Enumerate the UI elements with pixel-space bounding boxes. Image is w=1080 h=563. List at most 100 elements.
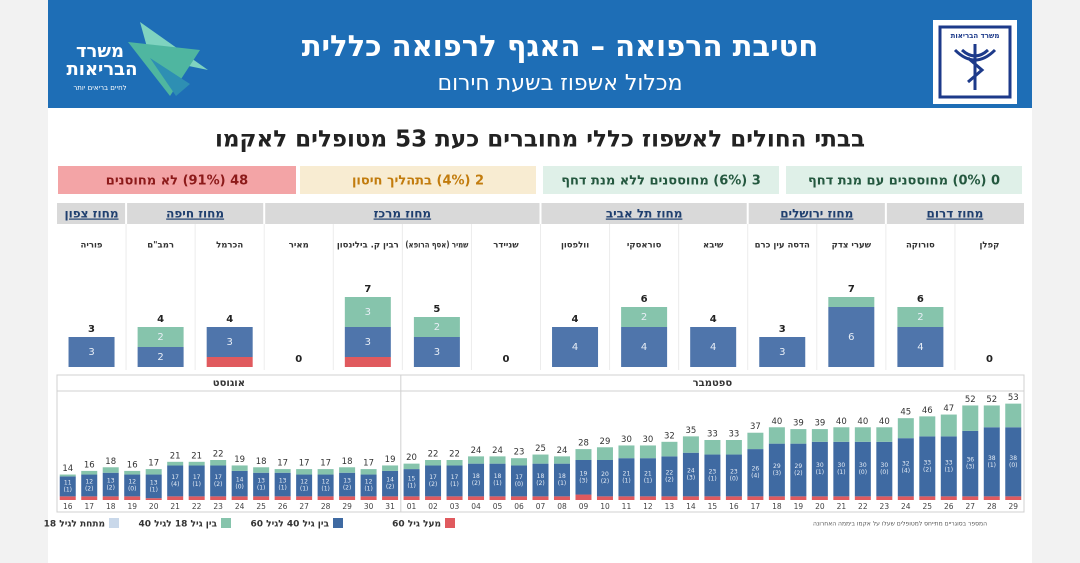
bar-segment [124, 474, 141, 497]
total-label: 4 [226, 314, 233, 325]
headline: בבתי החולים לאשפוז כללי מחוברים כעת 53 מ… [215, 127, 865, 153]
bar-segment [661, 496, 678, 500]
hospital-name: מאיר [289, 241, 309, 251]
date-label: 28 [987, 502, 997, 511]
bar-segment [468, 456, 485, 464]
segment-note: (0) [1009, 462, 1018, 469]
total-label: 33 [707, 430, 718, 440]
bar-segment [137, 347, 184, 367]
bar-segment [253, 467, 270, 473]
segment-label: 2 [641, 312, 647, 323]
segment-label: 38 [1009, 455, 1017, 462]
date-label: 14 [686, 502, 696, 511]
segment-label: 21 [644, 470, 652, 477]
date-label: 25 [256, 502, 266, 511]
segment-label: 17 [193, 474, 201, 481]
segment-label: 12 [128, 478, 136, 485]
bar-segment [876, 496, 893, 500]
bar-segment [382, 496, 399, 500]
bar-segment [747, 449, 764, 497]
total-label: 40 [879, 417, 890, 427]
date-label: 27 [299, 502, 309, 511]
status-text: 2 (4%) בתהליך חיסון [352, 174, 484, 189]
segment-note: (1) [644, 477, 653, 484]
bar-segment [919, 496, 936, 500]
bar-segment [618, 496, 635, 500]
status-text: 48 (91%) לא מחוסנים [106, 174, 248, 189]
segment-label: 18 [472, 473, 480, 480]
segment-note: (0) [128, 485, 137, 492]
segment-note: (1) [988, 462, 997, 469]
bar-segment [274, 469, 291, 473]
bar-segment [137, 327, 184, 347]
bar-segment [897, 418, 914, 439]
date-label: 03 [450, 502, 460, 511]
segment-label: 12 [85, 478, 93, 485]
emblem-text: משרד הבריאות [951, 32, 1000, 40]
bar-segment [339, 467, 356, 473]
segment-label: 2 [917, 312, 923, 323]
hospital-name: רבין ק. בילינסון [337, 241, 399, 251]
total-label: 17 [320, 459, 331, 469]
total-label: 28 [578, 439, 589, 449]
bar-segment [828, 307, 875, 367]
bar-segment [145, 498, 162, 500]
segment-label: 2 [157, 332, 163, 343]
segment-label: 17 [429, 474, 437, 481]
total-label: 17 [363, 459, 374, 469]
timeline-frame [56, 374, 1025, 513]
segment-note: (1) [493, 480, 502, 487]
segment-note: (1) [149, 486, 158, 493]
total-label: 6 [917, 294, 924, 305]
hospital-name: סורוקה [906, 241, 935, 251]
bar-segment [511, 496, 528, 500]
segment-note: (2) [386, 484, 395, 491]
bar-segment [102, 496, 119, 500]
segment-note: (1) [192, 481, 201, 488]
bar-segment [639, 496, 656, 500]
segment-label: 18 [537, 473, 545, 480]
emblem: משרד הבריאות [933, 20, 1017, 104]
segment-label: 30 [859, 462, 867, 469]
bar-segment [188, 496, 205, 500]
bar-segment [962, 430, 979, 497]
date-label: 17 [751, 502, 761, 511]
header-title: חטיבת הרפואה – האגף לרפואה כללית [302, 29, 819, 63]
segment-label: 21 [623, 470, 631, 477]
hospital-name: הדסה עין כרם [755, 241, 810, 251]
district-label: מחוז ירושלים [780, 207, 853, 221]
bar-segment [704, 454, 721, 497]
segment-label: 23 [730, 468, 738, 475]
segment-label: 14 [386, 477, 394, 484]
segment-note: (4) [751, 473, 760, 480]
bar-segment [344, 327, 391, 357]
bar-segment [59, 496, 76, 500]
hospital-name: הכרמל [216, 241, 243, 251]
total-label: 22 [213, 450, 224, 460]
bar-segment [468, 463, 485, 497]
total-label: 3 [88, 324, 95, 335]
bar-segment [124, 470, 141, 475]
segment-label: 3 [365, 337, 371, 348]
date-label: 11 [622, 502, 632, 511]
segment-label: 4 [641, 342, 647, 353]
header-subtitle: מכלול אשפוז בשעת חירום [437, 71, 682, 96]
date-label: 08 [557, 502, 567, 511]
bar-segment [811, 429, 828, 442]
date-label: 02 [428, 502, 438, 511]
segment-note: (0) [859, 469, 868, 476]
bar-segment [690, 327, 737, 367]
bar-segment [897, 496, 914, 500]
total-label: 47 [943, 404, 954, 414]
segment-label: 30 [816, 462, 824, 469]
date-label: 29 [1008, 502, 1018, 511]
total-label: 17 [299, 459, 310, 469]
segment-label: 38 [988, 455, 996, 462]
bar-segment [145, 474, 162, 499]
segment-note: (1) [622, 477, 631, 484]
bar-segment [621, 327, 668, 367]
segment-label: 19 [580, 470, 588, 477]
date-label: 21 [837, 502, 847, 511]
total-label: 32 [664, 431, 675, 441]
